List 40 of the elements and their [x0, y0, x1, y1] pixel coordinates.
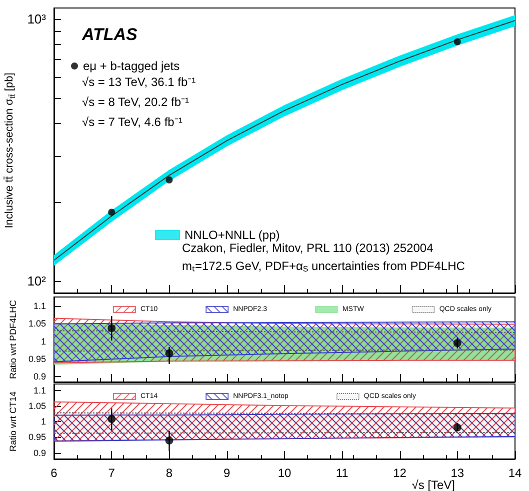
y-axis-title: Ratio wrt PDF4LHC [8, 299, 18, 380]
y-tick-label: 1.05 [28, 318, 46, 329]
point [108, 324, 116, 332]
y-tick-label: 1.05 [28, 400, 46, 411]
y-tick-label: 0.95 [28, 354, 46, 364]
annotation: √s = 7 TeV, 4.6 fb⁻¹ [82, 115, 182, 129]
y-tick-label: 10² [27, 274, 47, 289]
x-tick-label: 10 [278, 466, 292, 480]
x-tick-label: 11 [336, 466, 349, 480]
annotation: √s = 13 TeV, 36.1 fb⁻¹ [82, 75, 196, 89]
point [453, 339, 462, 348]
y-tick-label: 1 [40, 416, 46, 426]
y-tick-label: 0.9 [33, 448, 46, 458]
point [108, 208, 116, 216]
x-tick-label: 6 [50, 466, 58, 480]
annotation: ATLAS [81, 25, 138, 44]
x-tick-label: 13 [450, 466, 464, 480]
y-tick-label: 1.1 [33, 300, 46, 311]
y-tick-label: 0.95 [28, 432, 46, 442]
legend-label: eμ + b-tagged jets [83, 59, 180, 73]
legend-label: NNLO+NNLL (pp) [184, 228, 280, 242]
x-tick-label: 14 [508, 466, 522, 480]
y-tick-label: 0.9 [33, 372, 46, 382]
point [453, 423, 462, 432]
point [165, 436, 174, 445]
point [454, 38, 461, 46]
y-tick-label: 1.1 [33, 385, 46, 396]
annotation: √s = 8 TeV, 20.2 fb⁻¹ [82, 95, 189, 109]
y-tick-label: 1 [40, 336, 46, 346]
point [166, 176, 173, 184]
annotation: Czakon, Fiedler, Mitov, PRL 110 (2013) 252004 [182, 241, 434, 255]
x-tick-label: 7 [108, 466, 116, 480]
x-tick-label: 12 [393, 466, 407, 480]
point [165, 349, 174, 358]
x-tick-label: 8 [166, 466, 173, 480]
y-tick-label: 10³ [27, 11, 47, 26]
x-tick-label: 9 [224, 466, 231, 480]
y-axis-title: Inclusive tt̄ cross-section σtt̄ [pb] [2, 72, 17, 228]
y-axis-title: Ratio wrt CT14 [8, 391, 18, 452]
point [108, 415, 116, 423]
